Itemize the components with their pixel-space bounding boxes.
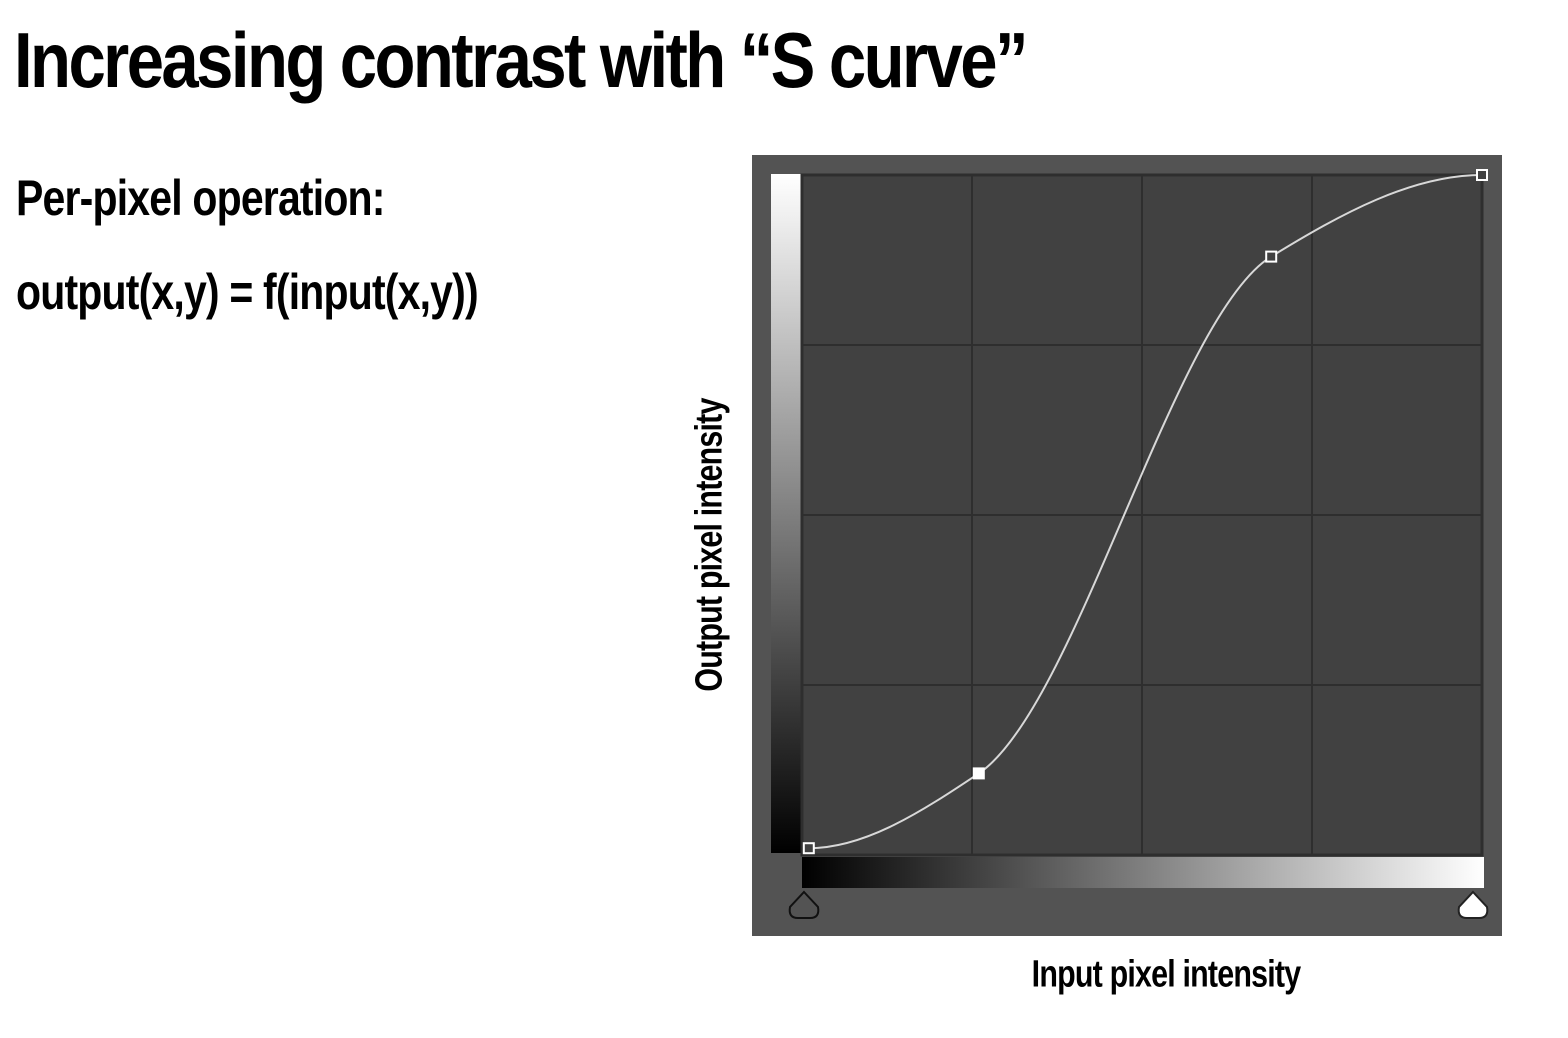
black-point-slider[interactable] [788, 890, 820, 919]
input-gradient-bar [802, 857, 1484, 888]
control-point-0[interactable] [802, 842, 815, 855]
x-axis-label: Input pixel intensity [1031, 953, 1301, 996]
control-point-3[interactable] [1476, 169, 1488, 181]
white-point-slider[interactable] [1457, 890, 1489, 919]
control-point-2[interactable] [1265, 250, 1278, 263]
output-formula: output(x,y) = f(input(x,y)) [16, 264, 479, 320]
per-pixel-operation-heading: Per-pixel operation: [16, 170, 385, 226]
output-gradient-bar [771, 174, 801, 853]
grid-lines [802, 175, 1482, 855]
curves-graph [771, 169, 1489, 919]
control-points[interactable] [802, 169, 1488, 855]
slide-title: Increasing contrast with “S curve” [14, 16, 1029, 104]
y-axis-label: Output pixel intensity [688, 398, 731, 692]
control-point-selected[interactable] [972, 767, 985, 780]
curves-panel [752, 155, 1502, 936]
s-curve[interactable] [808, 174, 1483, 850]
